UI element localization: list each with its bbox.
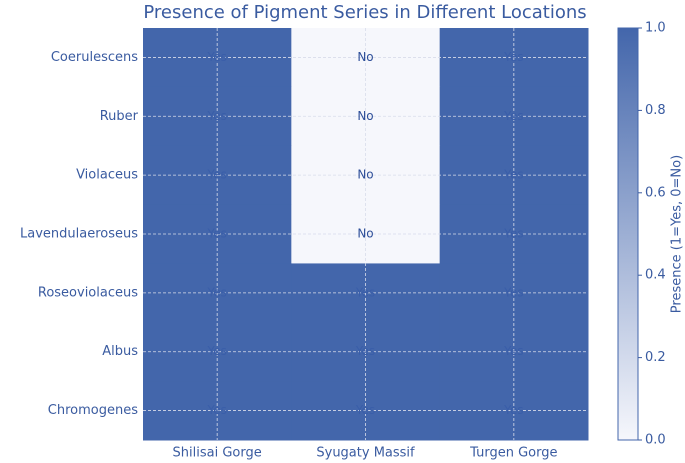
colorbar-tick-label: 0.2 — [645, 350, 666, 365]
cell-label: Yes — [206, 285, 226, 299]
colorbar-tick-label: 0.6 — [645, 185, 666, 200]
colorbar — [617, 27, 639, 441]
y-tick-label: Violaceus — [76, 168, 138, 183]
y-tick-label: Ruber — [100, 109, 139, 124]
x-tick-label: Shilisai Gorge — [173, 446, 262, 461]
y-tick-label: Lavendulaeroseus — [20, 227, 138, 242]
cell-label: No — [357, 227, 373, 241]
cell-label: Yes — [206, 168, 226, 182]
cell-label: Yes — [206, 50, 226, 64]
cell-label: Yes — [503, 109, 523, 123]
x-tick-label: Syugaty Massif — [316, 446, 415, 461]
cell-label: No — [357, 50, 373, 64]
cell-label: No — [357, 109, 373, 123]
cell-label: Yes — [355, 285, 375, 299]
y-tick-label: Chromogenes — [48, 403, 138, 418]
cell-label: No — [357, 168, 373, 182]
cell-label: Yes — [206, 403, 226, 417]
colorbar-label: Presence (1=Yes, 0=No) — [670, 155, 685, 313]
x-tick-label: Turgen Gorge — [469, 446, 557, 461]
colorbar-tick-label: 0.8 — [645, 103, 666, 118]
cell-label: Yes — [355, 403, 375, 417]
cell-label: Yes — [503, 344, 523, 358]
cell-label: Yes — [503, 168, 523, 182]
y-tick-label: Coerulescens — [51, 50, 138, 65]
cell-label: Yes — [206, 344, 226, 358]
colorbar-tick-label: 0.4 — [645, 268, 666, 283]
y-tick-label: Roseoviolaceus — [38, 285, 138, 300]
cell-label: Yes — [355, 344, 375, 358]
heat-cell — [143, 322, 292, 382]
y-tick-label: Albus — [102, 344, 138, 359]
cell-label: Yes — [206, 109, 226, 123]
cell-label: Yes — [503, 403, 523, 417]
cell-label: Yes — [503, 227, 523, 241]
cell-label: Yes — [503, 50, 523, 64]
heat-cell — [143, 28, 292, 88]
cell-label: Yes — [206, 227, 226, 241]
heat-cell — [143, 86, 292, 147]
chart-title: Presence of Pigment Series in Different … — [143, 2, 586, 23]
colorbar-tick-label: 1.0 — [645, 21, 666, 36]
cell-label: Yes — [503, 285, 523, 299]
colorbar-tick-label: 0.0 — [645, 433, 666, 448]
